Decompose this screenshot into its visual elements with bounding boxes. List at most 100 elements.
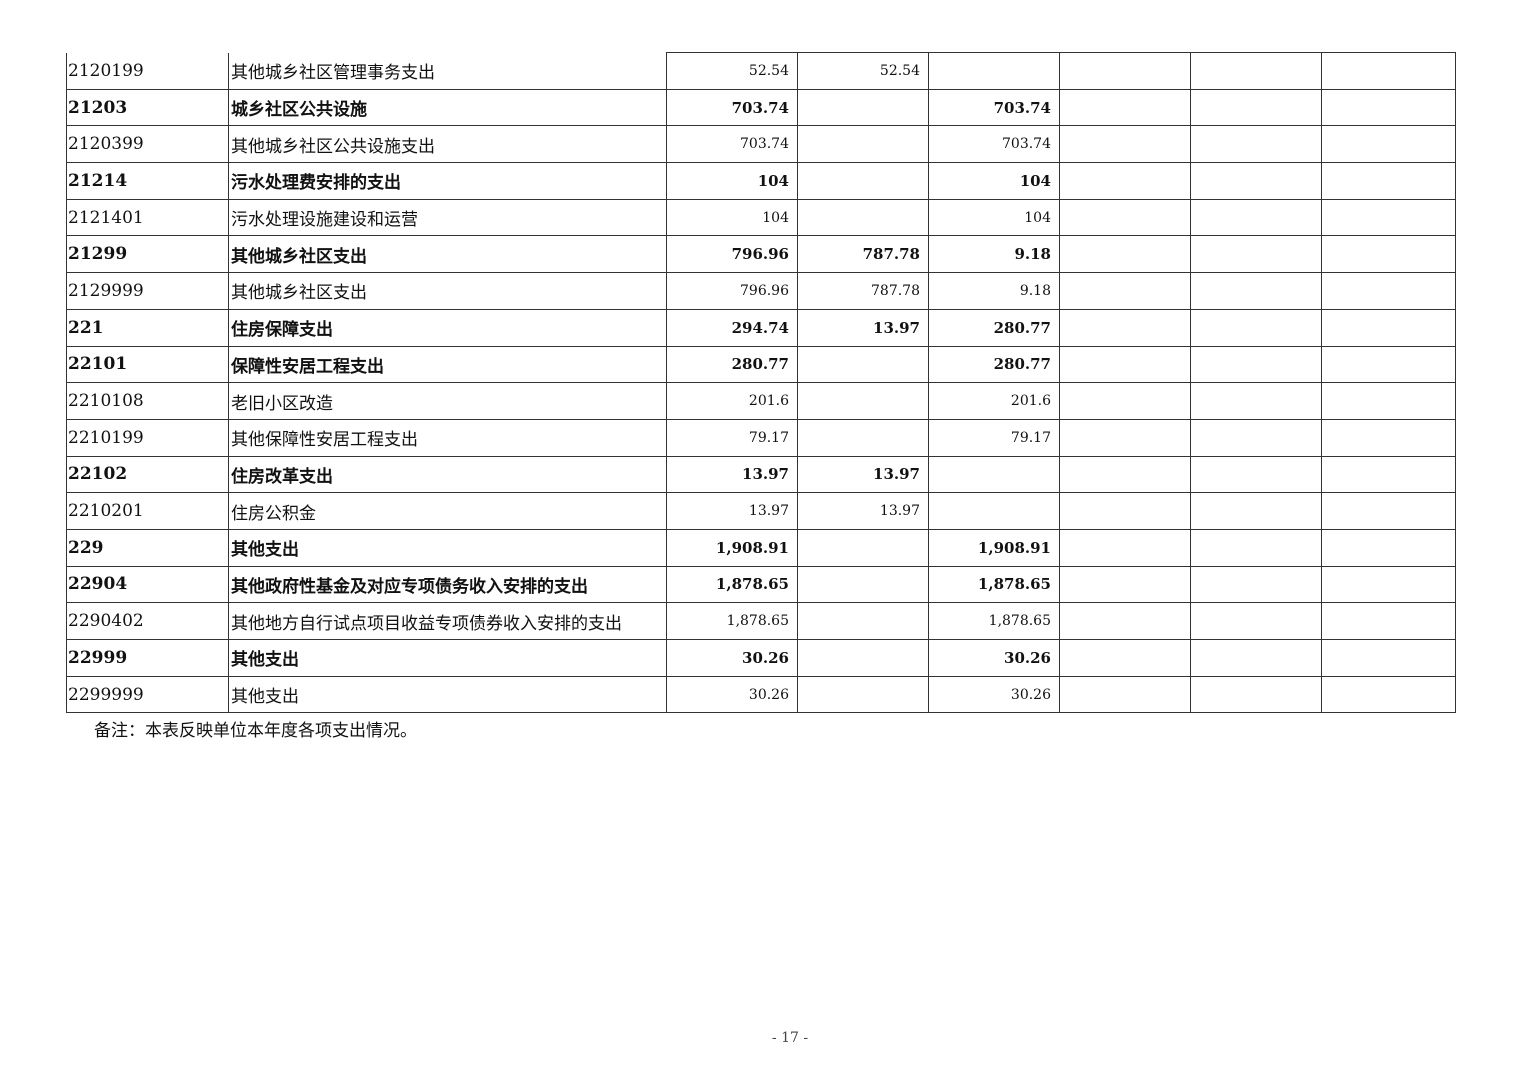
table-note: 备注：本表反映单位本年度各项支出情况。 <box>94 721 417 741</box>
empty-cell <box>1321 235 1456 274</box>
name-cell: 其他政府性基金及对应专项债务收入安排的支出 <box>228 565 667 604</box>
empty-cell <box>1190 528 1322 567</box>
empty-cell <box>1059 235 1191 274</box>
empty-cell <box>1190 639 1322 677</box>
amount-project-cell: 1,878.65 <box>928 602 1060 640</box>
amount-total-cell: 30.26 <box>666 639 798 677</box>
amount-basic-cell: 13.97 <box>797 492 929 530</box>
code-cell: 2210199 <box>66 418 229 457</box>
amount-project-cell: 1,908.91 <box>928 528 1060 567</box>
code-cell: 2120199 <box>66 52 229 90</box>
name-cell: 污水处理费安排的支出 <box>228 162 667 200</box>
amount-basic-cell <box>797 528 929 567</box>
table-row: 21203 城乡社区公共设施 703.74 703.74 <box>66 88 1456 127</box>
amount-total-cell: 703.74 <box>666 88 798 127</box>
name-cell: 老旧小区改造 <box>228 382 667 420</box>
amount-basic-cell: 52.54 <box>797 52 929 90</box>
code-cell: 22999 <box>66 639 229 677</box>
amount-basic-cell <box>797 88 929 127</box>
empty-cell <box>1059 492 1191 530</box>
empty-cell <box>1321 675 1456 714</box>
code-cell: 22102 <box>66 455 229 494</box>
amount-project-cell: 1,878.65 <box>928 565 1060 604</box>
table-row: 2120399 其他城乡社区公共设施支出 703.74 703.74 <box>66 125 1456 164</box>
name-cell: 其他支出 <box>228 675 667 714</box>
amount-basic-cell <box>797 675 929 714</box>
empty-cell <box>1059 675 1191 714</box>
empty-cell <box>1190 88 1322 127</box>
empty-cell <box>1190 565 1322 604</box>
code-cell: 229 <box>66 528 229 567</box>
name-cell: 污水处理设施建设和运营 <box>228 198 667 237</box>
empty-cell <box>1321 565 1456 604</box>
empty-cell <box>1321 492 1456 530</box>
table-row: 221 住房保障支出 294.74 13.97 280.77 <box>66 308 1456 347</box>
empty-cell <box>1321 639 1456 677</box>
table-row: 2299999 其他支出 30.26 30.26 <box>66 675 1456 714</box>
name-cell: 住房公积金 <box>228 492 667 530</box>
code-cell: 2210201 <box>66 492 229 530</box>
empty-cell <box>1190 272 1322 310</box>
name-cell: 保障性安居工程支出 <box>228 345 667 384</box>
empty-cell <box>1190 125 1322 164</box>
amount-basic-cell: 787.78 <box>797 235 929 274</box>
amount-total-cell: 280.77 <box>666 345 798 384</box>
amount-total-cell: 201.6 <box>666 382 798 420</box>
amount-total-cell: 30.26 <box>666 675 798 714</box>
name-cell: 其他城乡社区管理事务支出 <box>228 52 667 90</box>
empty-cell <box>1190 675 1322 714</box>
table-row: 2210201 住房公积金 13.97 13.97 <box>66 492 1456 530</box>
amount-basic-cell <box>797 565 929 604</box>
amount-total-cell: 703.74 <box>666 125 798 164</box>
amount-basic-cell: 13.97 <box>797 455 929 494</box>
empty-cell <box>1190 602 1322 640</box>
code-cell: 2129999 <box>66 272 229 310</box>
empty-cell <box>1059 382 1191 420</box>
empty-cell <box>1059 198 1191 237</box>
name-cell: 其他城乡社区公共设施支出 <box>228 125 667 164</box>
amount-total-cell: 796.96 <box>666 272 798 310</box>
code-cell: 2299999 <box>66 675 229 714</box>
amount-project-cell: 30.26 <box>928 639 1060 677</box>
code-cell: 2121401 <box>66 198 229 237</box>
empty-cell <box>1190 198 1322 237</box>
empty-cell <box>1321 528 1456 567</box>
empty-cell <box>1190 162 1322 200</box>
name-cell: 城乡社区公共设施 <box>228 88 667 127</box>
table-row: 2210199 其他保障性安居工程支出 79.17 79.17 <box>66 418 1456 457</box>
amount-basic-cell <box>797 345 929 384</box>
amount-total-cell: 1,908.91 <box>666 528 798 567</box>
amount-total-cell: 1,878.65 <box>666 602 798 640</box>
name-cell: 其他地方自行试点项目收益专项债券收入安排的支出 <box>228 602 667 640</box>
amount-project-cell: 703.74 <box>928 88 1060 127</box>
name-cell: 住房改革支出 <box>228 455 667 494</box>
amount-project-cell: 104 <box>928 198 1060 237</box>
amount-project-cell: 104 <box>928 162 1060 200</box>
name-cell: 其他支出 <box>228 528 667 567</box>
table-row: 2210108 老旧小区改造 201.6 201.6 <box>66 382 1456 420</box>
amount-basic-cell <box>797 418 929 457</box>
empty-cell <box>1059 125 1191 164</box>
amount-project-cell: 280.77 <box>928 345 1060 384</box>
table-row: 2121401 污水处理设施建设和运营 104 104 <box>66 198 1456 237</box>
empty-cell <box>1190 418 1322 457</box>
code-cell: 221 <box>66 308 229 347</box>
empty-cell <box>1059 639 1191 677</box>
code-cell: 21214 <box>66 162 229 200</box>
empty-cell <box>1321 198 1456 237</box>
amount-total-cell: 796.96 <box>666 235 798 274</box>
amount-total-cell: 79.17 <box>666 418 798 457</box>
code-cell: 2210108 <box>66 382 229 420</box>
table-row: 22102 住房改革支出 13.97 13.97 <box>66 455 1456 494</box>
empty-cell <box>1059 308 1191 347</box>
empty-cell <box>1190 52 1322 90</box>
table-row: 21214 污水处理费安排的支出 104 104 <box>66 162 1456 200</box>
amount-basic-cell <box>797 125 929 164</box>
name-cell: 其他支出 <box>228 639 667 677</box>
amount-basic-cell <box>797 602 929 640</box>
amount-total-cell: 104 <box>666 162 798 200</box>
table-row: 22101 保障性安居工程支出 280.77 280.77 <box>66 345 1456 384</box>
empty-cell <box>1190 345 1322 384</box>
expenditure-table: 2120199 其他城乡社区管理事务支出 52.54 52.54 21203 城乡社区公共… <box>66 52 1456 714</box>
table-row: 22904 其他政府性基金及对应专项债务收入安排的支出 1,878.65 1,878.… <box>66 565 1456 604</box>
